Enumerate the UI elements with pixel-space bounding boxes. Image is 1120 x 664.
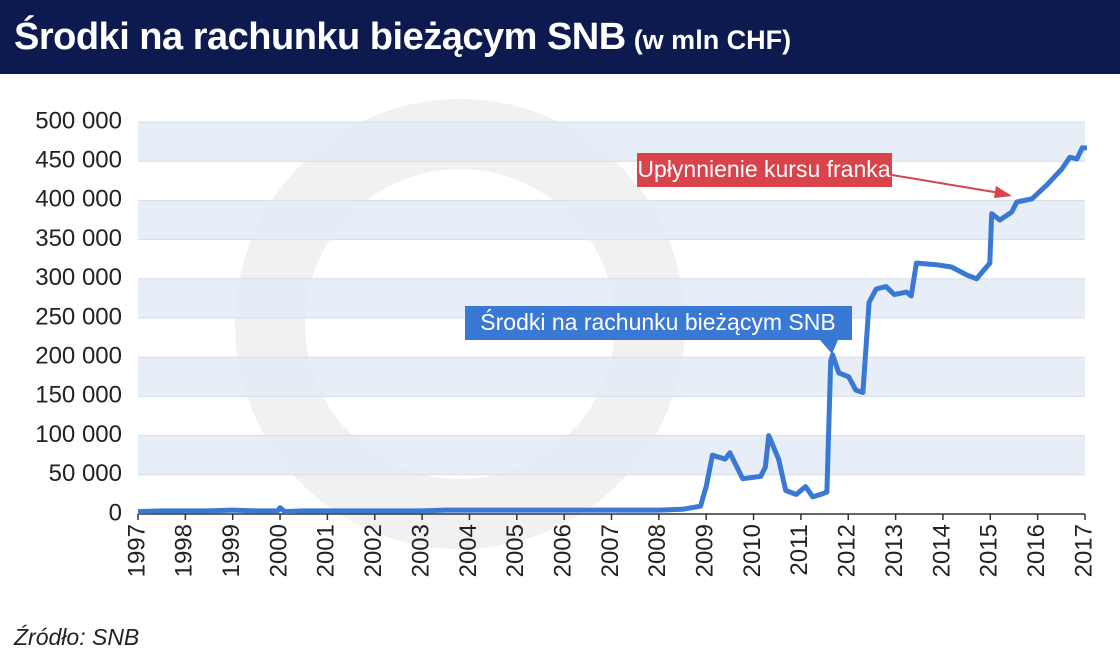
x-tick-label: 2017: [1070, 524, 1097, 577]
x-tick-label: 2010: [739, 524, 766, 577]
legend-label: Środki na rachunku bieżącym SNB: [480, 308, 835, 335]
x-tick-label: 2006: [549, 524, 576, 577]
data-line: [137, 145, 1087, 515]
x-tick-label: 2011: [786, 524, 813, 576]
x-tick-label: 2015: [976, 524, 1003, 577]
annotation-box: [637, 153, 892, 187]
y-tick-label: 500 000: [35, 107, 122, 134]
y-tick-label: 150 000: [35, 382, 122, 409]
y-tick-label: 400 000: [35, 186, 122, 213]
x-tick-label: 2013: [881, 524, 908, 577]
x-tick-label: 2016: [1023, 524, 1050, 577]
y-tick-label: 350 000: [35, 225, 122, 252]
chart-title: Środki na rachunku bieżącym SNB: [14, 16, 626, 58]
grid-band: [138, 357, 1085, 397]
y-tick-label: 50 000: [49, 460, 122, 487]
x-tick-label: 1999: [218, 524, 245, 577]
y-tick-label: 0: [109, 499, 122, 526]
x-tick-label: 2002: [360, 524, 387, 577]
y-tick-label: 300 000: [35, 264, 122, 291]
y-tick-label: 100 000: [35, 421, 122, 448]
grid-band: [138, 122, 1085, 162]
x-tick-label: 2008: [644, 524, 671, 577]
annotation-arrowhead: [994, 186, 1012, 198]
y-tick-label: 450 000: [35, 147, 122, 174]
chart: 0 50 000 100 000 150 000 200 000 250 000 300 0…: [35, 99, 1097, 577]
annotation: Upłynnienie kursu franka: [637, 156, 890, 182]
x-tick-label: 1998: [171, 524, 198, 577]
x-tick-label: 2012: [834, 524, 861, 577]
series-label-box: [465, 306, 852, 340]
chart-subtitle: (w mln CHF): [633, 25, 792, 55]
x-tick-label: 2003: [407, 524, 434, 577]
y-tick-label: 200 000: [35, 343, 122, 370]
x-tick-label: 2005: [502, 524, 529, 577]
source-note: Źródło: SNB: [14, 624, 140, 650]
series-label-pointer: [820, 340, 838, 354]
x-tick-label: 2000: [265, 524, 292, 577]
x-tick-label: 2001: [313, 524, 340, 577]
title-bar: Środki na rachunku bieżącym SNB (w mln CH…: [0, 0, 1120, 74]
x-tick-label: 2009: [692, 524, 719, 577]
x-tick-label: 2014: [928, 524, 955, 577]
x-tick-label: 2007: [597, 524, 624, 577]
grid-band: [138, 200, 1085, 240]
y-tick-label: 250 000: [35, 303, 122, 330]
x-tick-label: 2004: [455, 524, 482, 577]
x-tick-label: 1997: [123, 524, 150, 577]
annotation-arrow: [891, 174, 1001, 194]
grid-band: [138, 435, 1085, 475]
